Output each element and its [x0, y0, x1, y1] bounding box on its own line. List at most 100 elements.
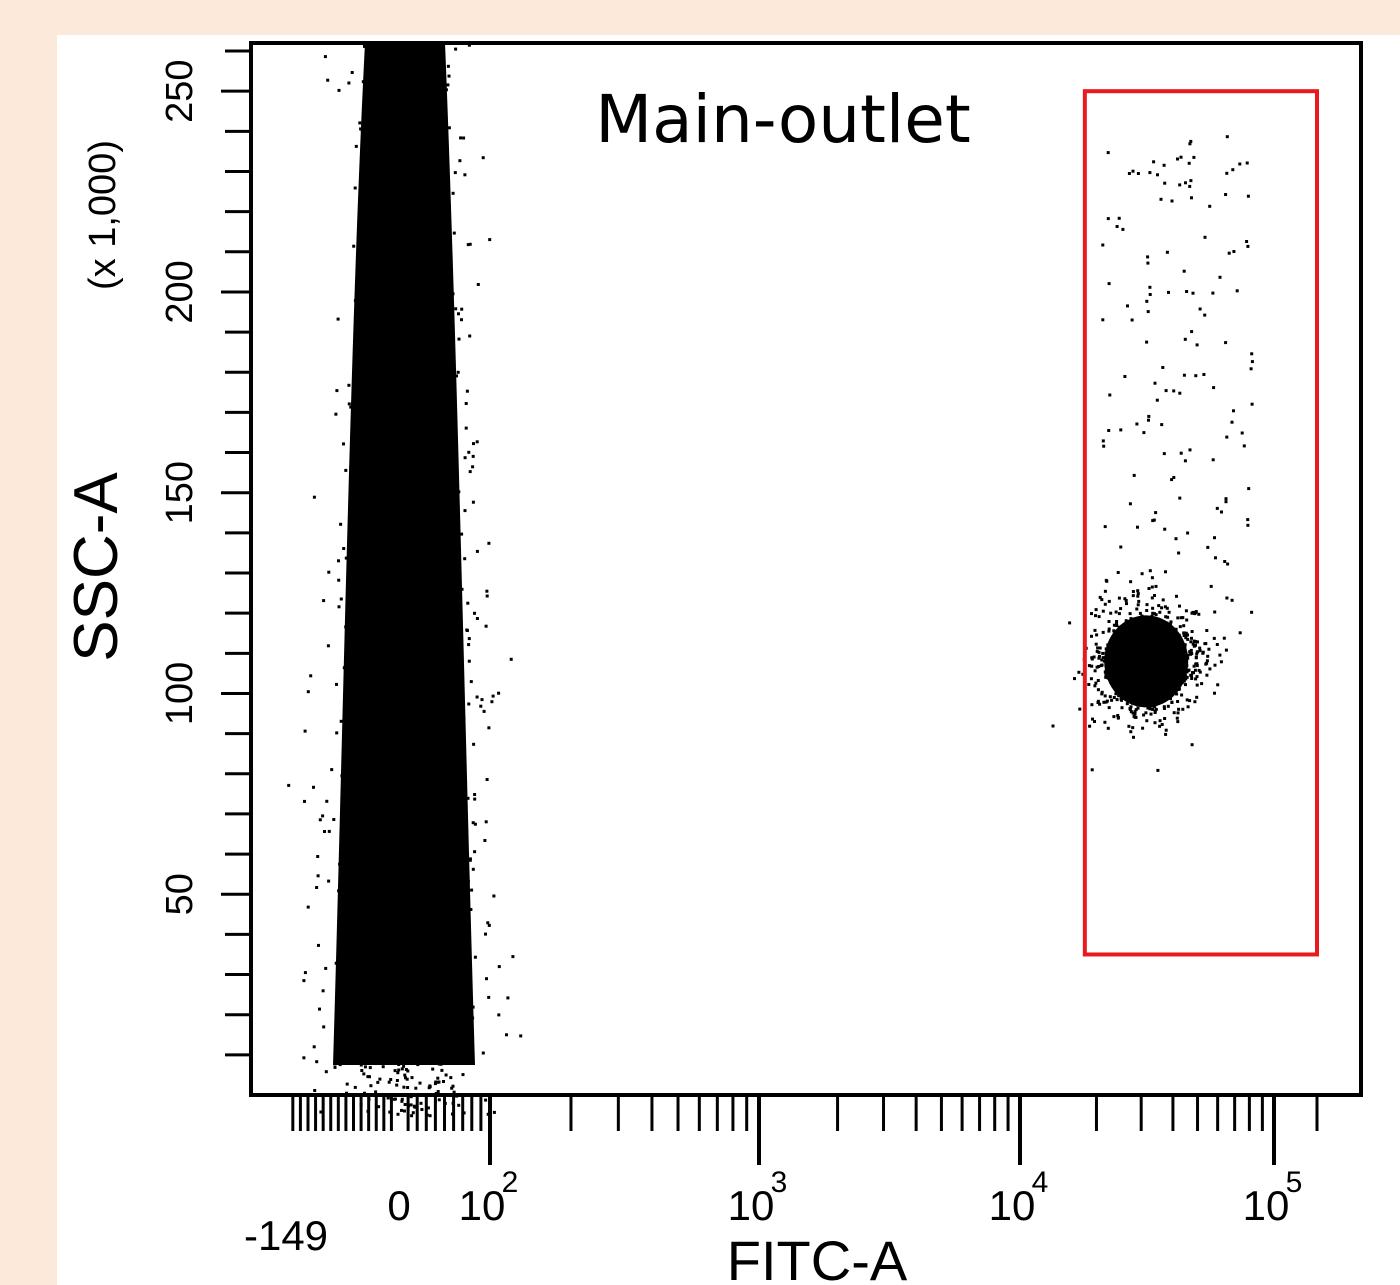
event-dot — [1097, 615, 1101, 619]
event-dot — [1162, 452, 1166, 456]
event-dot — [454, 654, 458, 658]
event-dot — [376, 806, 380, 810]
event-dot — [1166, 704, 1170, 708]
event-dot — [1151, 667, 1155, 671]
event-dot — [432, 81, 436, 85]
event-dot — [382, 740, 386, 744]
event-dot — [1148, 633, 1152, 637]
event-dot — [423, 773, 427, 777]
event-dot — [416, 770, 420, 774]
event-dot — [1135, 697, 1139, 701]
event-dot — [421, 1022, 425, 1026]
event-dot — [416, 734, 419, 738]
event-dot — [1160, 651, 1164, 655]
event-dot — [410, 161, 414, 165]
event-dot — [400, 1067, 404, 1071]
event-dot — [1178, 625, 1182, 629]
event-dot — [428, 1001, 432, 1004]
event-dot — [372, 440, 376, 444]
event-dot — [1190, 677, 1194, 680]
event-dot — [1107, 627, 1111, 631]
event-dot — [1245, 161, 1249, 165]
event-dot — [1134, 618, 1138, 622]
event-dot — [1246, 244, 1250, 248]
event-dot — [398, 811, 402, 814]
event-dot — [419, 304, 423, 308]
event-dot — [1169, 627, 1172, 630]
event-dot — [1135, 635, 1139, 639]
event-dot — [376, 937, 380, 941]
event-dot — [1169, 685, 1173, 689]
event-dot — [509, 657, 513, 661]
event-dot — [380, 109, 384, 113]
event-dot — [421, 951, 424, 955]
gate-rectangle[interactable] — [1082, 89, 1320, 957]
event-dot — [448, 653, 452, 657]
event-dot — [378, 572, 382, 576]
event-dot — [400, 1099, 404, 1103]
event-dot — [457, 958, 460, 962]
event-dot — [372, 961, 375, 965]
event-dot — [1189, 179, 1193, 183]
event-dot — [383, 605, 387, 608]
event-dot — [330, 768, 334, 772]
event-dot — [436, 363, 440, 367]
event-dot — [471, 465, 475, 469]
event-dot — [398, 468, 402, 472]
event-dot — [439, 1062, 443, 1066]
event-dot — [306, 905, 310, 909]
event-dot — [1127, 695, 1131, 699]
event-dot — [405, 771, 409, 775]
event-dot — [398, 787, 402, 791]
event-dot — [414, 212, 418, 216]
event-dot — [414, 451, 417, 455]
event-dot — [451, 676, 455, 679]
event-dot — [479, 704, 483, 708]
event-dot — [417, 721, 421, 725]
event-dot — [1159, 640, 1163, 643]
event-dot — [399, 751, 403, 755]
event-dot — [374, 1045, 378, 1049]
event-dot — [405, 339, 409, 343]
event-dot — [1107, 282, 1111, 286]
event-dot — [448, 385, 452, 389]
event-dot — [389, 576, 393, 580]
event-dot — [1133, 647, 1137, 651]
event-dot — [1176, 157, 1179, 161]
event-dot — [1178, 391, 1182, 395]
event-dot — [385, 551, 389, 555]
event-dot — [431, 799, 435, 803]
event-dot — [377, 149, 381, 153]
event-dot — [475, 695, 479, 699]
event-dot — [303, 971, 307, 975]
event-dot — [457, 1103, 461, 1107]
event-dot — [1205, 629, 1209, 632]
event-dot — [1170, 663, 1174, 667]
event-dot — [467, 702, 471, 706]
event-dot — [1152, 518, 1156, 522]
event-dot — [1161, 665, 1165, 669]
event-dot — [419, 538, 423, 542]
event-dot — [360, 659, 363, 663]
event-dot — [401, 337, 405, 341]
event-dot — [426, 408, 430, 411]
event-dot — [408, 497, 412, 501]
event-dot — [1138, 611, 1142, 615]
event-dot — [1129, 652, 1133, 656]
event-dot — [1129, 730, 1133, 734]
event-dot — [1165, 668, 1169, 672]
event-dot — [427, 46, 431, 50]
event-dot — [429, 183, 432, 187]
event-dot — [426, 118, 430, 122]
event-dot — [338, 862, 342, 866]
event-dot — [1150, 695, 1154, 699]
event-dot — [1158, 724, 1162, 728]
event-dot — [418, 566, 422, 570]
event-dot — [1166, 673, 1170, 677]
event-dot — [421, 371, 425, 375]
event-dot — [1111, 653, 1115, 657]
event-dot — [455, 526, 459, 530]
event-dot — [1168, 635, 1172, 639]
event-dot — [436, 341, 440, 345]
event-dot — [381, 523, 385, 527]
